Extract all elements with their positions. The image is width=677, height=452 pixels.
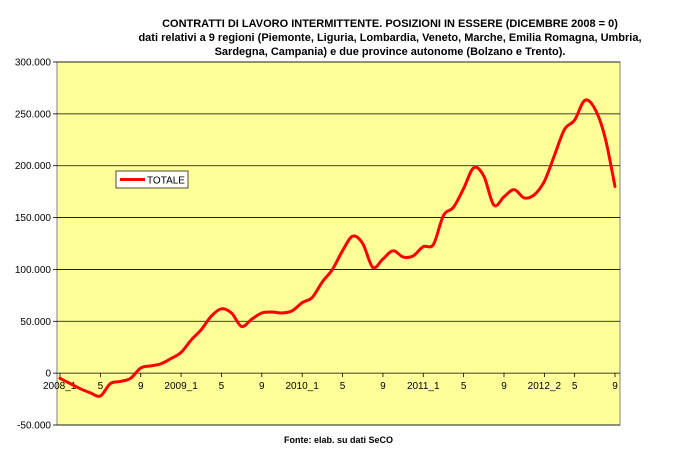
x-tick-label: 9 bbox=[138, 381, 144, 392]
chart-title-line-1: CONTRATTI DI LAVORO INTERMITTENTE. POSIZ… bbox=[162, 18, 618, 30]
gridlines bbox=[57, 61, 620, 426]
x-tick-label: 9 bbox=[612, 381, 618, 392]
plot-area bbox=[56, 61, 621, 426]
x-tick-label: 5 bbox=[340, 381, 346, 392]
x-tick-label: 2009_1 bbox=[164, 381, 198, 392]
y-tick-label: 200.000 bbox=[15, 161, 52, 172]
y-tick-label: 250.000 bbox=[15, 109, 52, 120]
x-tick-label: 5 bbox=[219, 381, 225, 392]
x-tick-label: 9 bbox=[380, 381, 386, 392]
x-tick-label: 9 bbox=[259, 381, 265, 392]
source-note: Fonte: elab. su dati SeCO bbox=[283, 435, 393, 445]
y-axis-ticks: -50.000 0 50.000 100.000 150.000 200.000 250.0… bbox=[15, 58, 57, 432]
chart-title-line-3: Sardegna, Campania) e due province auton… bbox=[214, 46, 566, 58]
y-tick-label: 0 bbox=[45, 369, 51, 380]
x-tick-label: 5 bbox=[572, 381, 578, 392]
x-tick-label: 2012_2 bbox=[528, 381, 562, 392]
x-tick-label: 5 bbox=[461, 381, 467, 392]
x-tick-label: 2010_1 bbox=[285, 381, 319, 392]
x-tick-label: 9 bbox=[501, 381, 507, 392]
y-tick-label: 150.000 bbox=[15, 213, 52, 224]
legend-box bbox=[115, 170, 189, 189]
y-tick-label: 300.000 bbox=[15, 58, 52, 69]
x-axis-ticks: 2008_1 5 9 2009_1 5 9 2010_1 5 9 2011_1 5 9 2012_2 5 9 bbox=[43, 373, 618, 392]
x-tick-label: 2008_1 bbox=[43, 381, 77, 392]
x-tick-label: 5 bbox=[98, 381, 104, 392]
series-line-totale bbox=[58, 98, 617, 398]
y-tick-label: 100.000 bbox=[15, 265, 52, 276]
chart-title-line-2: dati relativi a 9 regioni (Piemonte, Lig… bbox=[138, 32, 642, 44]
x-tick-label: 2011_1 bbox=[407, 381, 440, 392]
legend: TOTALE bbox=[115, 170, 189, 189]
y-tick-label: 50.000 bbox=[20, 317, 51, 328]
y-tick-label: -50.000 bbox=[17, 421, 51, 432]
legend-label: TOTALE bbox=[147, 176, 185, 187]
